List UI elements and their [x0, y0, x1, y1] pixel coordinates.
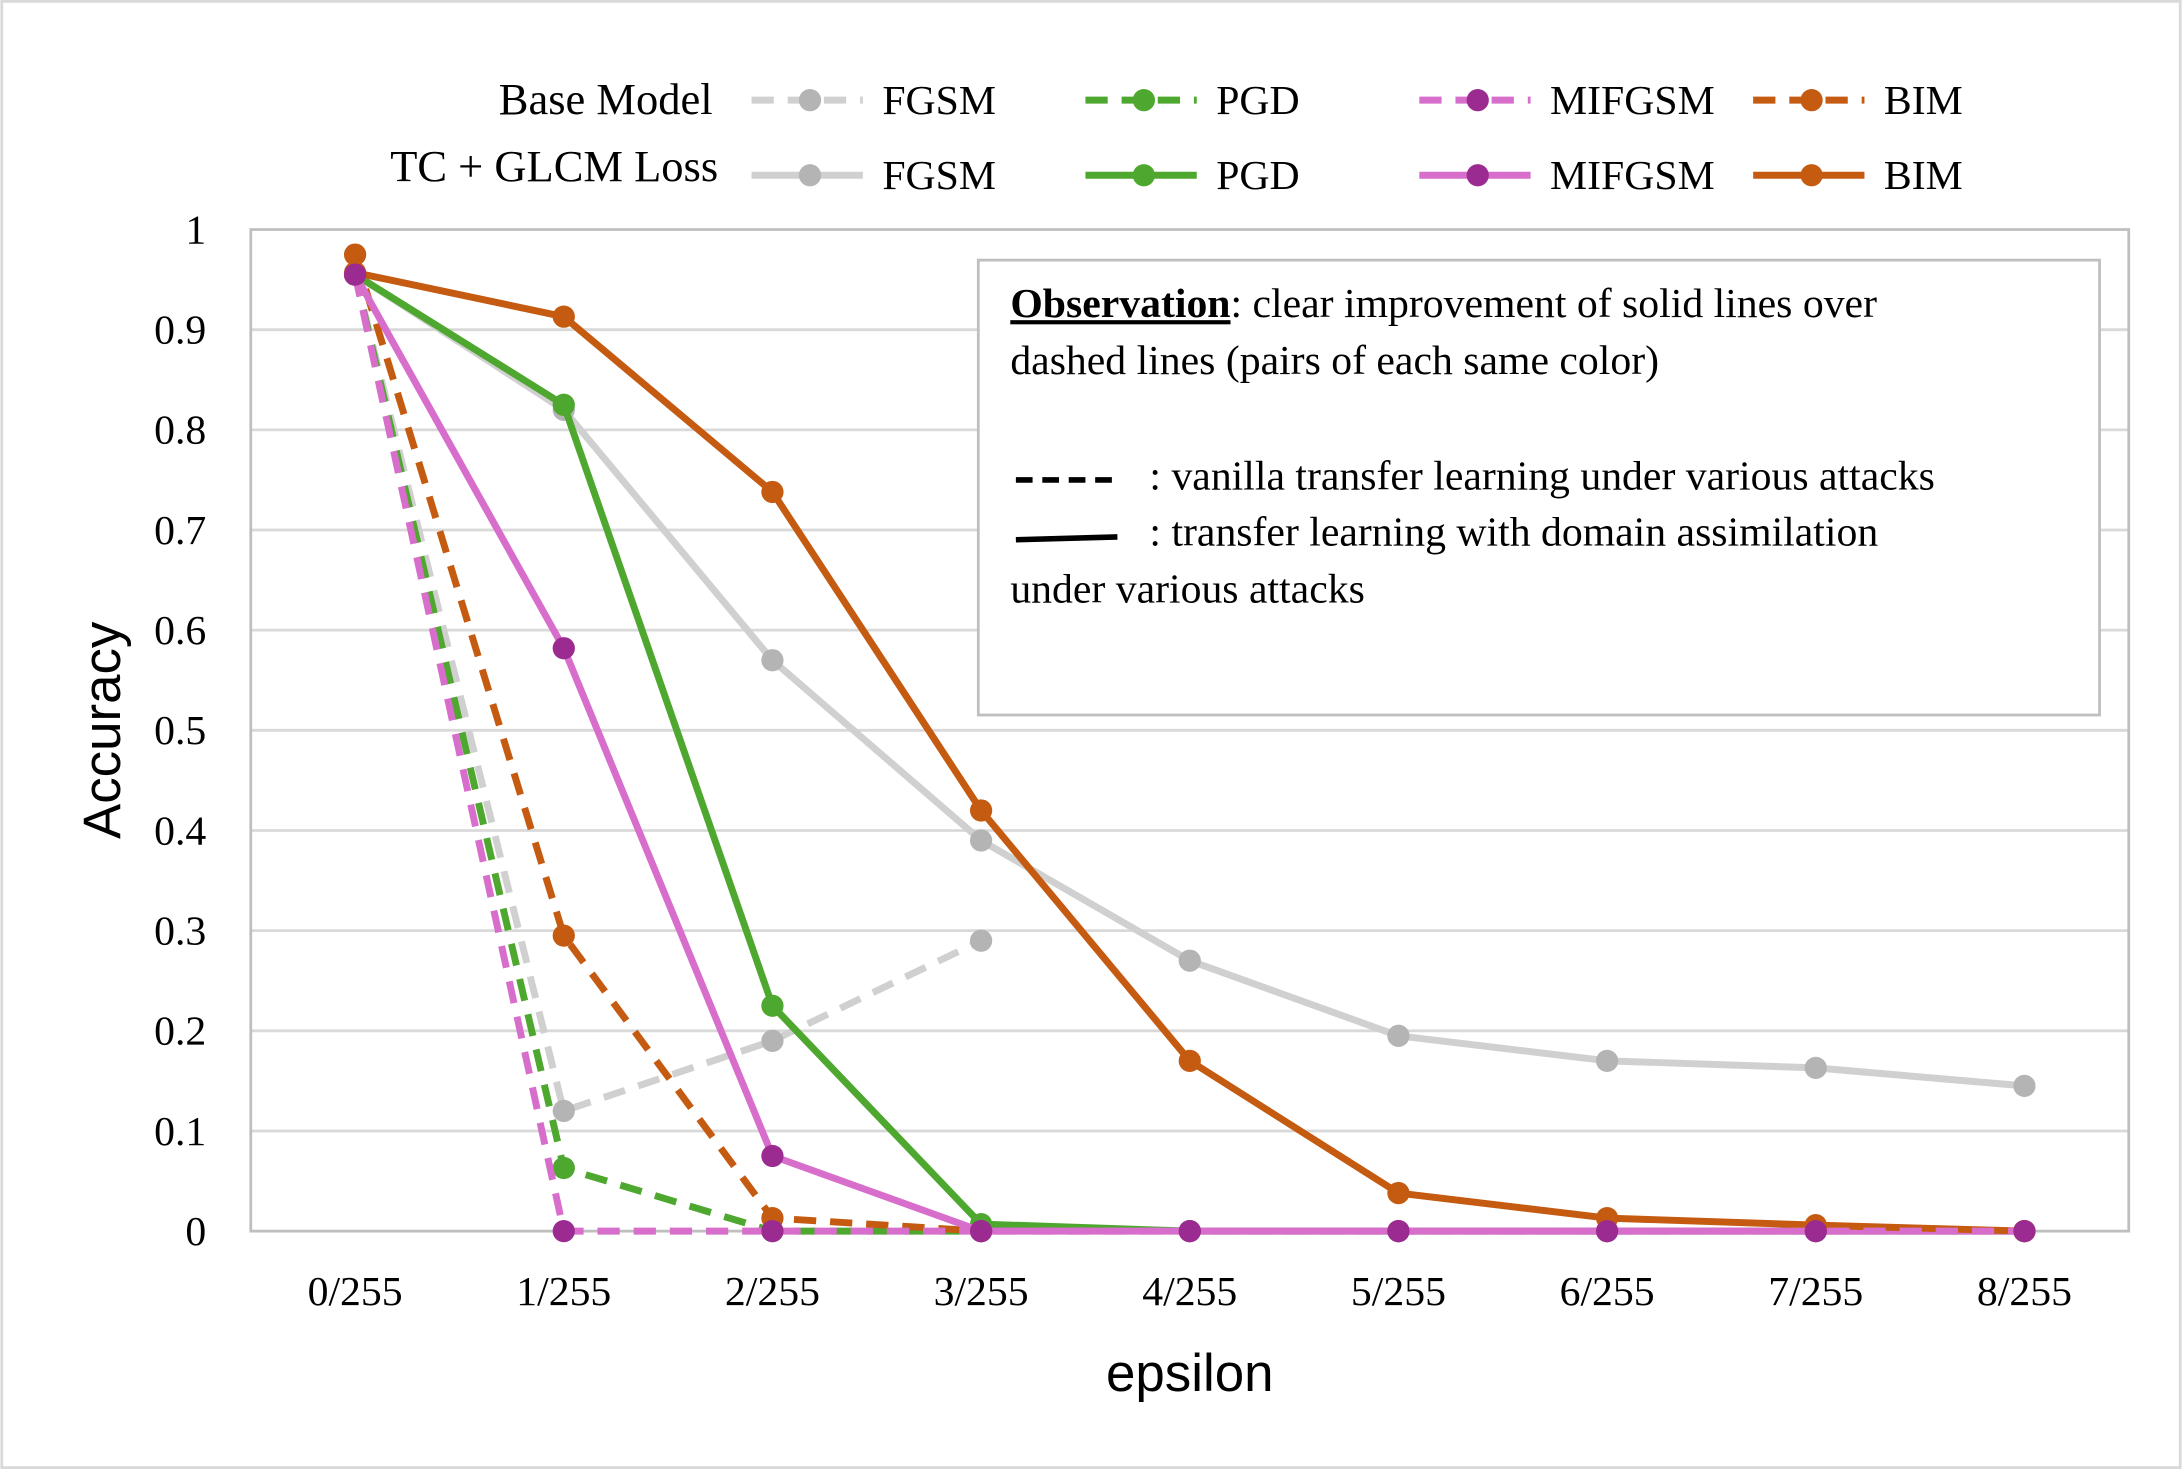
legend-label: FGSM	[882, 78, 996, 124]
y-tick-label: 1	[185, 207, 206, 253]
y-axis-title: Accuracy	[73, 621, 132, 839]
data-point	[1595, 1049, 1619, 1072]
x-axis-ticks: 0/255 1/255 2/255 3/255 4/255 5/255 6/255 7/255…	[308, 1269, 2072, 1315]
legend-marker	[1800, 89, 1823, 112]
y-tick-label: 0.8	[154, 408, 206, 454]
x-tick-label: 1/255	[516, 1269, 611, 1315]
data-point	[761, 994, 784, 1017]
legend-marker	[1132, 164, 1155, 187]
series-line	[351, 273, 982, 1235]
legend-row-tc-glcm: TC + GLCM Loss	[390, 141, 718, 191]
x-tick-label: 3/255	[934, 1269, 1029, 1315]
data-point	[343, 243, 367, 266]
data-point	[1178, 1219, 1201, 1243]
data-point	[761, 1219, 784, 1243]
series-base-model-mifgsm	[343, 263, 2036, 1243]
y-tick-label: 0.2	[154, 1009, 206, 1055]
legend-entry-bim: BIM	[1753, 153, 1963, 199]
data-point	[552, 1156, 575, 1180]
legend-entry-bim: BIM	[1753, 78, 1963, 124]
observation-box: Observation: clear improvement of solid …	[976, 258, 2101, 717]
data-point	[969, 799, 993, 822]
legend-entry-mifgsm: MIFGSM	[1419, 153, 1715, 199]
solid-explanation-cont: under various attacks	[1010, 566, 1365, 612]
legend-entry-pgd: PGD	[1085, 153, 1300, 199]
data-point	[552, 393, 575, 416]
y-axis-ticks: 0 0.1 0.2 0.3 0.4 0.5 0.6 0.7 0.8 0.9 1	[154, 207, 206, 1255]
data-point	[552, 924, 575, 947]
data-point	[969, 1219, 993, 1243]
observation-heading: Observation	[1010, 281, 1230, 327]
legend-marker	[1800, 164, 1823, 187]
legend-entry-fgsm: FGSM	[751, 78, 996, 124]
data-point	[2013, 1074, 2036, 1098]
legend-marker	[1132, 89, 1155, 112]
x-tick-label: 8/255	[1977, 1269, 2072, 1315]
x-tick-label: 2/255	[725, 1269, 820, 1315]
data-point	[552, 1099, 575, 1123]
x-tick-label: 4/255	[1142, 1269, 1237, 1315]
x-tick-label: 7/255	[1768, 1269, 1863, 1315]
x-tick-label: 6/255	[1560, 1269, 1655, 1315]
series-line	[351, 253, 982, 1235]
x-tick-label: 5/255	[1351, 1269, 1446, 1315]
legend-label: MIFGSM	[1550, 78, 1715, 124]
data-point	[343, 263, 367, 286]
data-point	[1387, 1024, 1410, 1047]
data-point	[1595, 1219, 1619, 1243]
legend-entry-fgsm: FGSM	[751, 153, 996, 199]
dashed-explanation: : vanilla transfer learning under variou…	[1149, 454, 1934, 500]
observation-text-line2: dashed lines (pairs of each same color)	[1010, 338, 1659, 384]
data-point	[1178, 949, 1201, 972]
data-point	[1804, 1056, 1827, 1079]
y-tick-label: 0.1	[154, 1109, 206, 1155]
legend-label: PGD	[1216, 78, 1299, 124]
data-point	[552, 305, 575, 328]
observation-line1: : clear improvement of solid lines over	[1231, 281, 1878, 327]
data-point	[969, 929, 993, 952]
y-tick-label: 0.3	[154, 909, 206, 955]
y-tick-label: 0.5	[154, 708, 206, 754]
legend-label: BIM	[1884, 78, 1963, 124]
data-point	[552, 1219, 575, 1243]
y-tick-label: 0.6	[154, 608, 206, 654]
series-layer	[343, 243, 2036, 1243]
legend-label: MIFGSM	[1550, 153, 1715, 199]
x-axis-title: epsilon	[1106, 1344, 1274, 1403]
data-point	[761, 480, 784, 504]
data-point	[761, 1029, 784, 1052]
legend-entry-pgd: PGD	[1085, 78, 1300, 124]
legend-marker	[798, 89, 822, 112]
data-point	[761, 649, 784, 672]
solid-line-sample	[1015, 534, 1118, 543]
legend-row-base-model: Base Model	[499, 74, 713, 124]
y-tick-label: 0	[185, 1209, 206, 1255]
series-line	[351, 273, 983, 1115]
y-tick-label: 0.4	[154, 808, 206, 854]
data-point	[761, 1144, 784, 1168]
y-tick-label: 0.9	[154, 308, 206, 354]
data-point	[1387, 1181, 1410, 1205]
legend-label: BIM	[1884, 153, 1963, 199]
data-point	[2013, 1219, 2036, 1243]
data-point	[1387, 1219, 1410, 1243]
data-point	[552, 637, 575, 660]
data-point	[1804, 1219, 1827, 1243]
x-tick-label: 0/255	[308, 1269, 403, 1315]
legend-marker	[798, 164, 822, 187]
legend-marker	[1466, 164, 1489, 187]
y-tick-label: 0.7	[154, 508, 206, 554]
solid-explanation: : transfer learning with domain assimila…	[1149, 509, 1878, 555]
legend-label: FGSM	[882, 153, 996, 199]
legend-marker	[1466, 89, 1489, 112]
observation-text-line1: Observation: clear improvement of solid …	[1010, 281, 1877, 327]
data-point	[1178, 1049, 1201, 1072]
legend-entry-mifgsm: MIFGSM	[1419, 78, 1715, 124]
data-point	[969, 829, 993, 852]
legend-label: PGD	[1216, 153, 1299, 199]
legend: Base Model TC + GLCM Loss FGSM PGD MIFGSM B…	[390, 74, 1963, 199]
